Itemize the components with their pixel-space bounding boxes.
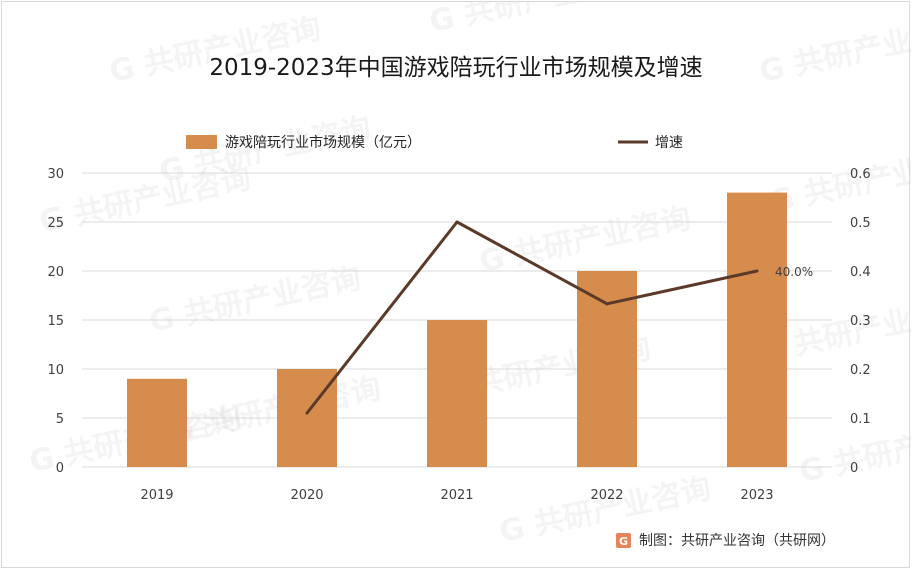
chart-title: 2019-2023年中国游戏陪玩行业市场规模及增速: [209, 55, 702, 81]
growth-point-2020: [305, 411, 309, 415]
legend-label-growth: 增速: [655, 135, 683, 151]
y-left-tick-label: 30: [47, 167, 64, 182]
growth-line: [305, 220, 758, 415]
legend-swatch-market-size: [186, 135, 217, 149]
data-label-growth-2023: 40.0%: [775, 265, 813, 279]
y-left-tick-label: 5: [56, 412, 64, 427]
watermark-logo: G 共研产业咨询: [476, 201, 694, 280]
watermark-logo: G 共研产业咨询: [146, 261, 364, 340]
growth-point-2023: [755, 269, 759, 273]
y-right-tick-label: 0.1: [850, 412, 871, 427]
credit-text: 制图：共研产业咨询（共研网）: [639, 533, 835, 549]
bar-2023: [727, 192, 787, 467]
data-labels: 40.0%: [775, 265, 813, 279]
y-right-tick-label: 0.3: [850, 314, 871, 329]
watermark-logo: G 共研产业咨询: [426, 2, 644, 40]
growth-point-2022: [605, 302, 609, 306]
y-left-tick-label: 0: [56, 461, 64, 476]
growth-point-2021: [455, 220, 459, 224]
watermark-logo: G 共研产业咨询: [756, 11, 911, 90]
watermark-logo: G 共研产业咨询: [166, 371, 384, 450]
brand-logo-letter: G: [619, 535, 628, 548]
y-right-tick-label: 0: [850, 461, 858, 476]
watermark-logo: G 共研产业咨询: [766, 141, 911, 220]
bar-2020: [277, 369, 337, 467]
bar-2019: [127, 378, 187, 467]
brand-logo-icon: [616, 533, 631, 548]
y-right-tick-label: 0.4: [850, 265, 871, 280]
y-right-tick-label: 0.2: [850, 363, 871, 378]
x-tick-label: 2019: [140, 488, 173, 503]
y-left-tick-label: 15: [47, 314, 64, 329]
y-right-tick-label: 0.6: [850, 167, 871, 182]
bar-2021: [427, 320, 487, 467]
x-tick-label: 2021: [440, 488, 473, 503]
x-tick-label: 2023: [740, 488, 773, 503]
y-axis-left: 0 5 10 15 20 25 30: [47, 167, 64, 476]
legend: 游戏陪玩行业市场规模（亿元） 增速: [186, 134, 683, 151]
y-left-tick-label: 10: [47, 363, 64, 378]
y-right-tick-label: 0.5: [850, 216, 871, 231]
x-tick-label: 2022: [590, 488, 623, 503]
credit: G 制图：共研产业咨询（共研网）: [616, 533, 835, 549]
y-left-tick-label: 25: [47, 216, 64, 231]
y-left-tick-label: 20: [47, 265, 64, 280]
y-axis-right: 0 0.1 0.2 0.3 0.4 0.5 0.6: [850, 167, 871, 476]
legend-label-market-size: 游戏陪玩行业市场规模（亿元）: [225, 134, 421, 151]
x-axis: 2019 2020 2021 2022 2023: [140, 488, 773, 503]
x-tick-label: 2020: [290, 488, 323, 503]
growth-line-series: [305, 220, 759, 415]
